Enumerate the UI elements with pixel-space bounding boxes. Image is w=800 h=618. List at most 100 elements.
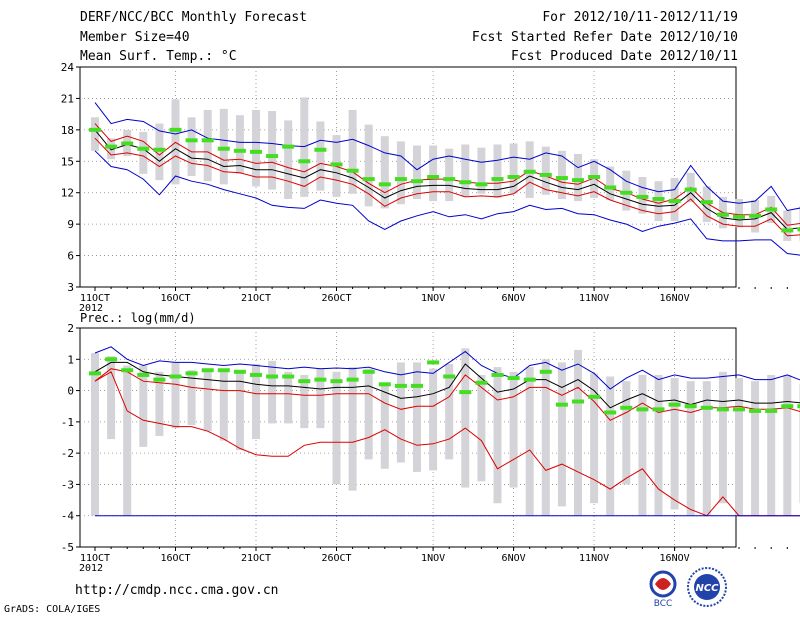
median-marker: [572, 399, 584, 404]
x-tick-label: 6NOV: [502, 553, 526, 564]
median-marker: [250, 149, 262, 154]
median-marker: [491, 177, 504, 182]
x-tick-label: 16NOV: [660, 293, 690, 304]
ensemble-range-bar: [252, 109, 260, 187]
ensemble-range-bar: [783, 210, 792, 241]
series-line-lower: [94, 371, 800, 517]
median-marker: [733, 407, 745, 412]
median-marker: [700, 405, 713, 410]
x-tick-label: 11NOV: [579, 293, 609, 304]
median-marker: [137, 146, 150, 151]
median-marker: [201, 138, 214, 143]
median-marker: [411, 383, 423, 388]
y-tick-label: 2: [67, 322, 74, 335]
median-marker: [330, 162, 343, 167]
ensemble-range-bar: [525, 367, 534, 516]
ensemble-range-bar: [91, 353, 99, 516]
median-marker: [443, 374, 456, 379]
median-marker: [394, 177, 407, 182]
median-marker: [539, 369, 552, 374]
median-marker: [572, 178, 584, 183]
ensemble-range-bar: [364, 124, 373, 207]
median-marker: [346, 168, 359, 173]
y-tick-label: -3: [61, 478, 74, 491]
median-marker: [588, 394, 601, 399]
ensemble-range-bar: [187, 117, 196, 176]
ensemble-range-bar: [509, 143, 518, 194]
median-marker: [282, 144, 295, 149]
median-marker: [555, 402, 568, 407]
median-marker: [604, 185, 617, 190]
ensemble-range-bar: [300, 97, 309, 197]
ensemble-range-bar: [590, 373, 599, 504]
ensemble-range-bar: [364, 368, 373, 460]
ensemble-range-bar: [219, 108, 228, 185]
ensemble-range-bar: [235, 115, 244, 174]
plot-frame: [79, 327, 737, 548]
ensemble-range-bar: [107, 138, 116, 160]
ensemble-range-bar: [203, 109, 212, 182]
median-marker: [201, 368, 214, 373]
median-marker: [298, 159, 311, 164]
ensemble-range-bar: [735, 199, 743, 228]
series-line-max: [94, 346, 800, 390]
ensemble-range-bar: [525, 141, 534, 198]
median-marker: [185, 138, 198, 143]
ensemble-range-bar: [284, 371, 293, 424]
median-marker: [121, 141, 134, 146]
source-url[interactable]: http://cmdp.ncc.cma.gov.cn: [75, 583, 279, 598]
ensemble-range-bar: [654, 374, 663, 516]
median-marker: [749, 408, 762, 413]
ensemble-range-bar: [735, 378, 743, 516]
y-tick-label: 6: [67, 250, 74, 263]
median-marker: [475, 182, 488, 187]
median-marker: [105, 357, 118, 362]
y-tick-label: -2: [61, 447, 74, 460]
y-tick-label: 12: [61, 187, 74, 200]
ensemble-range-bar: [702, 381, 711, 516]
median-marker: [620, 405, 633, 410]
median-marker: [443, 177, 456, 182]
median-marker: [217, 146, 230, 151]
fcst-started-date: Fcst Started Refer Date 2012/10/10: [471, 30, 738, 45]
ensemble-range-bar: [783, 374, 792, 516]
ensemble-range-bar: [284, 120, 293, 199]
ensemble-range-bar: [139, 131, 148, 174]
ensemble-range-bar: [107, 356, 116, 440]
median-marker: [378, 182, 391, 187]
y-tick-label: 15: [61, 155, 74, 168]
median-marker: [781, 404, 794, 409]
y-tick-label: 3: [67, 281, 74, 294]
ensemble-range-bar: [509, 371, 518, 488]
median-marker: [362, 369, 375, 374]
median-marker: [459, 180, 472, 185]
median-marker: [217, 368, 230, 373]
ensemble-range-bar: [751, 381, 760, 516]
ensemble-range-bar: [396, 141, 405, 205]
member-size: Member Size=40: [80, 30, 190, 45]
ensemble-range-bar: [300, 374, 309, 429]
median-marker: [523, 377, 536, 382]
ensemble-range-bar: [380, 136, 389, 209]
median-marker: [781, 228, 794, 233]
median-marker: [636, 407, 649, 412]
x-tick-label: 16OCT: [160, 553, 190, 564]
ensemble-range-bar: [654, 181, 663, 221]
median-marker: [668, 402, 681, 407]
ensemble-range-bar: [252, 363, 260, 440]
x-tick-label: 21OCT: [241, 293, 271, 304]
svg-text:BCC: BCC: [654, 599, 673, 608]
ensemble-range-bar: [574, 349, 582, 516]
median-marker: [523, 169, 536, 174]
median-marker: [266, 374, 279, 379]
ensemble-range-bar: [155, 123, 164, 181]
ensemble-range-bar: [493, 367, 502, 504]
ensemble-range-bar: [268, 360, 277, 424]
median-marker: [362, 177, 375, 182]
ensemble-range-bar: [461, 144, 470, 197]
ensemble-range-bar: [702, 186, 711, 223]
x-tick-label: 16NOV: [660, 553, 690, 564]
ensemble-range-bar: [235, 371, 244, 451]
median-marker: [282, 374, 295, 379]
